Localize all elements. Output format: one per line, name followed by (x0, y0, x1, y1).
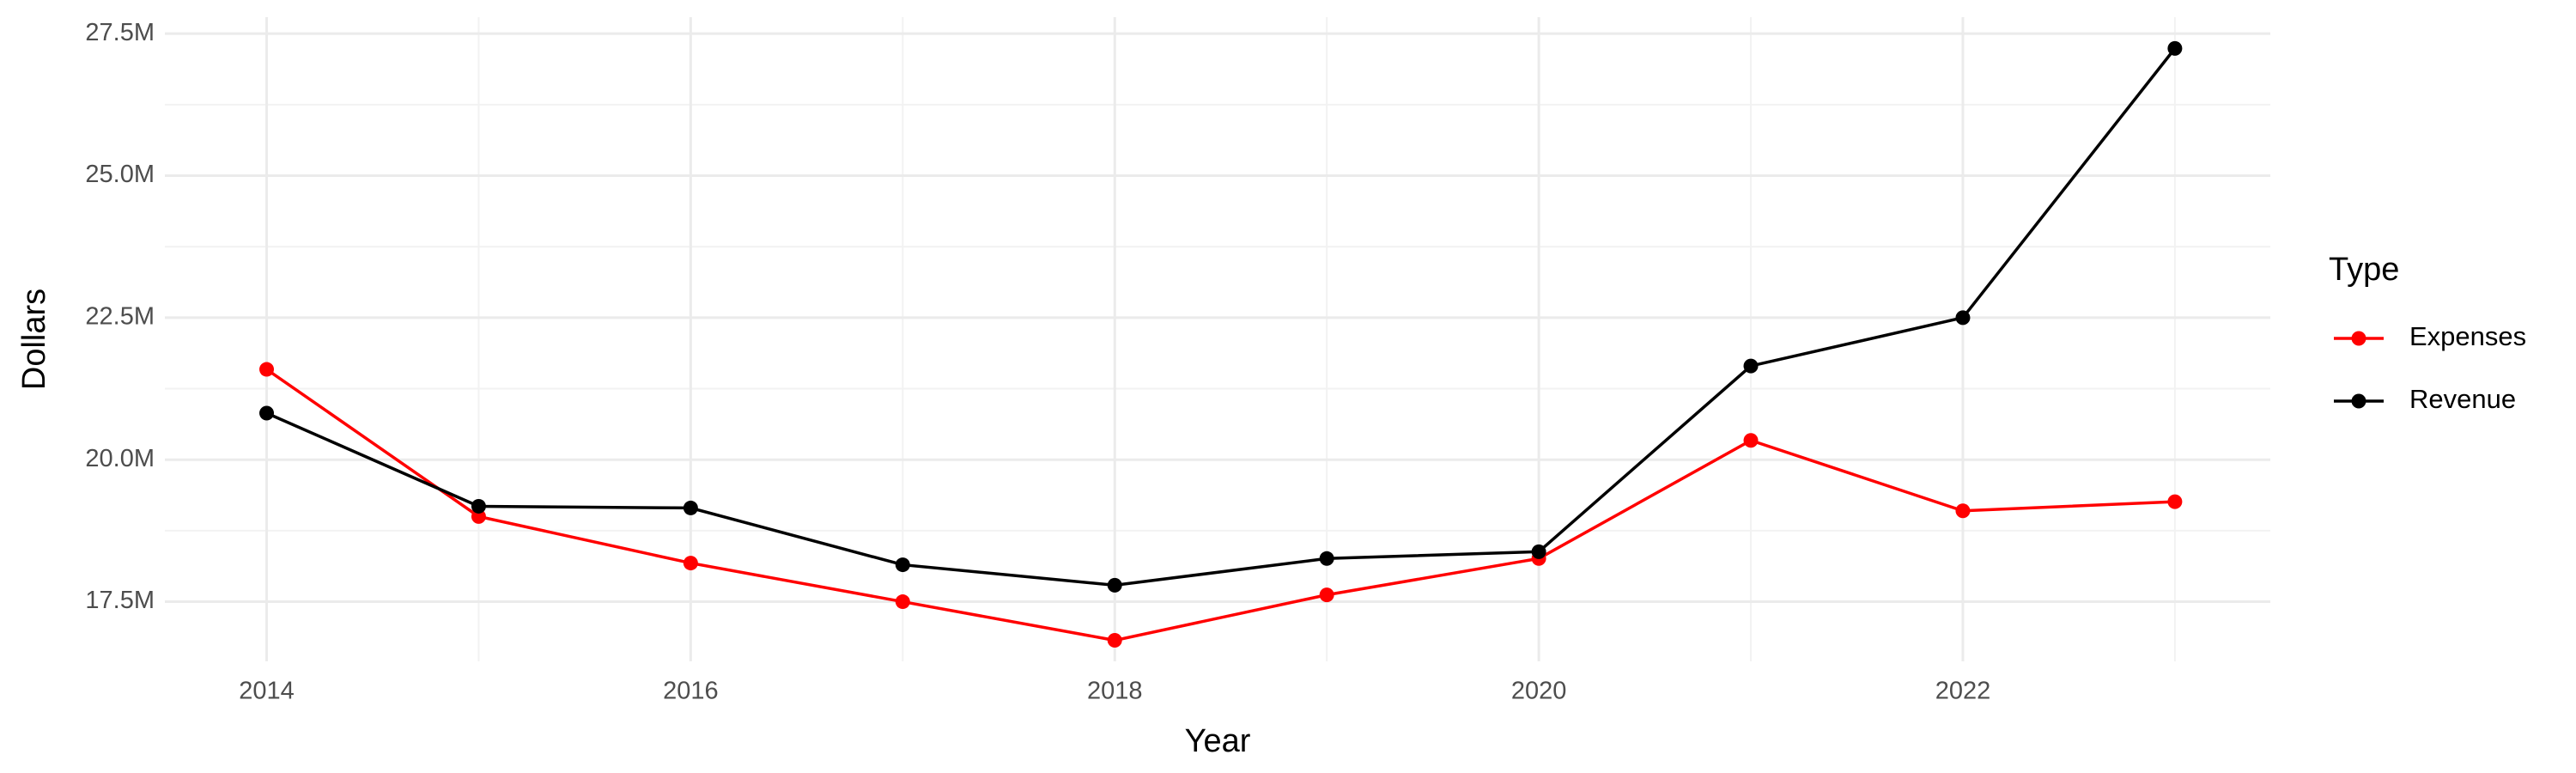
legend-key-point (2351, 393, 2366, 409)
y-tick-label: 27.5M (85, 19, 155, 46)
data-point (1107, 633, 1122, 648)
data-point (2167, 494, 2183, 509)
data-point (259, 362, 275, 377)
data-point (1743, 358, 1759, 374)
data-point (683, 556, 698, 571)
legend-title: Type (2329, 252, 2399, 288)
data-point (471, 498, 486, 514)
series-line (265, 47, 2177, 587)
data-point (1531, 544, 1546, 559)
data-point (1107, 577, 1122, 593)
legend-label: Revenue (2409, 384, 2516, 414)
data-point (1955, 310, 1971, 326)
data-point (259, 405, 275, 421)
y-tick-label: 17.5M (85, 587, 155, 614)
x-tick-label: 2018 (1087, 678, 1143, 705)
x-axis-title: Year (1185, 723, 1251, 759)
data-point (895, 594, 910, 610)
data-point (471, 508, 486, 524)
data-point (1319, 551, 1334, 566)
x-tick-label: 2020 (1511, 678, 1567, 705)
x-tick-label: 2022 (1935, 678, 1991, 705)
x-tick-label: 2014 (239, 678, 295, 705)
legend-key-point (2351, 331, 2366, 346)
y-tick-label: 25.0M (85, 161, 155, 188)
data-point (1955, 503, 1971, 519)
series-line (265, 368, 2175, 642)
y-tick-label: 20.0M (85, 445, 155, 472)
data-point (895, 557, 910, 573)
x-tick-label: 2016 (663, 678, 719, 705)
legend-label: Expenses (2409, 321, 2526, 351)
y-axis-title: Dollars (16, 289, 52, 390)
data-point (1319, 587, 1334, 603)
data-point (683, 500, 698, 515)
data-point (1743, 433, 1759, 448)
data-point (2167, 40, 2183, 56)
y-tick-label: 22.5M (85, 303, 155, 331)
